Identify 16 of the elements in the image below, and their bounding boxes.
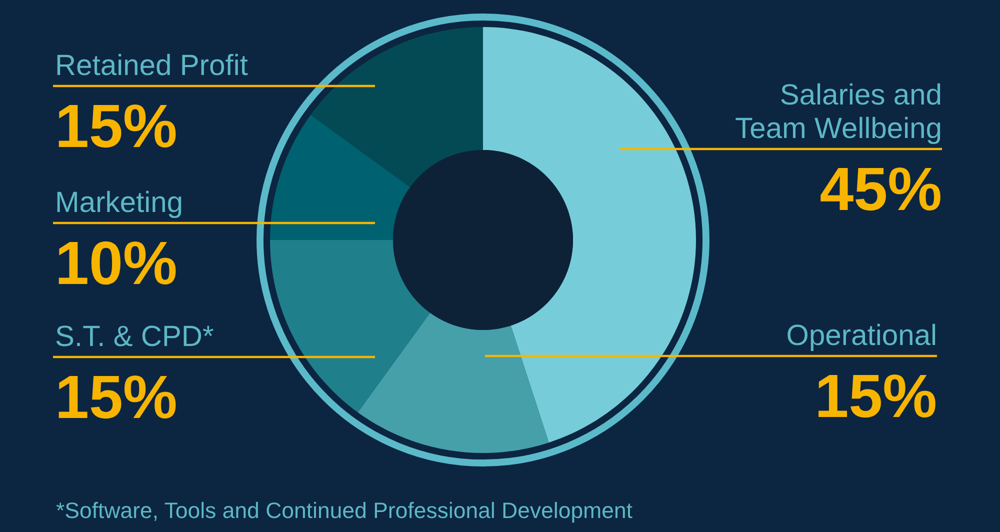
slice-label: Operational (788, 324, 936, 352)
data-label: 15% (58, 375, 176, 419)
donut-slice (483, 27, 696, 443)
donut-slice (270, 240, 430, 412)
data-label: 45% (820, 167, 940, 211)
slice-label: Retained Profit (57, 54, 248, 76)
slice-label: Salaries and Team Wellbeing (736, 83, 940, 144)
donut-slice (270, 114, 410, 240)
slice-label: S.T. & CPD* (56, 326, 214, 346)
data-label: 15% (58, 104, 176, 148)
data-label: 15% (818, 374, 936, 418)
donut-slice (310, 27, 483, 188)
slice-label: Marketing (57, 190, 182, 218)
data-label: 10% (58, 241, 176, 285)
text: *Software, Tools and Continued Professional Development (56, 502, 632, 523)
donut-slice (358, 312, 549, 453)
